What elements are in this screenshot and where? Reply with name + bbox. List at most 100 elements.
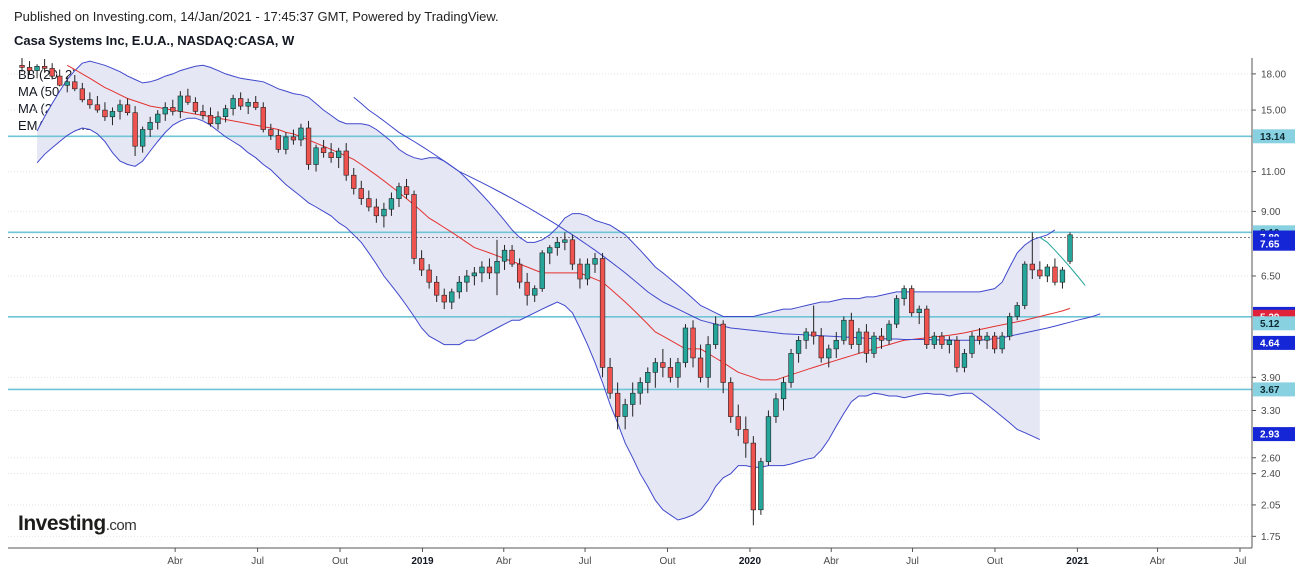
candle-59: [464, 269, 470, 292]
candle-96: [743, 416, 749, 458]
candle-body-109: [841, 319, 847, 341]
candle-body-41: [328, 152, 334, 158]
candle-12: [109, 107, 116, 126]
candle-139: [1067, 232, 1073, 265]
candle-58: [456, 275, 462, 299]
candle-body-85: [660, 362, 666, 368]
y-tick-label-13: 3.90: [1261, 373, 1281, 384]
axes: [8, 58, 1253, 549]
candle-123: [946, 336, 952, 354]
candle-body-27: [222, 108, 229, 117]
candle-body-44: [351, 174, 357, 189]
candle-body-124: [954, 339, 960, 368]
candle-116: [893, 295, 900, 329]
candle-20: [170, 99, 176, 116]
candle-body-65: [509, 249, 515, 265]
candle-body-68: [532, 288, 538, 296]
candle-80: [622, 398, 628, 430]
candle-body-125: [961, 353, 968, 368]
candle-body-3: [41, 66, 48, 69]
candle-body-66: [516, 263, 523, 283]
candle-body-61: [479, 266, 485, 274]
candle-33: [268, 123, 274, 140]
candle-7: [72, 74, 78, 92]
candle-body-23: [192, 102, 199, 112]
price-badge-6: 5.12: [1253, 316, 1295, 331]
candle-body-123: [946, 339, 952, 345]
candle-50: [396, 182, 402, 208]
series-line-2: [66, 64, 1071, 381]
candle-body-138: [1059, 269, 1066, 283]
candle-65: [509, 244, 515, 268]
price-badges: 13.148.107.897.655.375.295.124.643.672.9…: [1253, 129, 1295, 442]
candle-body-22: [185, 95, 191, 103]
candle-body-88: [682, 327, 689, 363]
candle-body-12: [109, 111, 116, 118]
price-badge-label-3: 7.65: [1260, 239, 1280, 250]
candle-128: [984, 332, 990, 349]
candle-body-18: [155, 113, 161, 123]
candle-body-36: [290, 136, 297, 141]
candle-body-84: [652, 362, 658, 373]
candle-135: [1037, 261, 1043, 280]
x-tick-label-2: Out: [332, 556, 348, 567]
candle-body-11: [102, 109, 108, 118]
candle-17: [147, 116, 153, 137]
candle-90: [697, 344, 704, 383]
candle-24: [200, 104, 206, 120]
candle-71: [554, 237, 560, 256]
candle-127: [976, 328, 983, 345]
candle-body-16: [140, 129, 146, 147]
candle-23: [192, 97, 199, 115]
candle-body-86: [667, 367, 674, 378]
candle-body-60: [471, 272, 477, 277]
candle-body-28: [230, 98, 236, 109]
candle-105: [810, 305, 817, 345]
price-badge-bg-8: [1253, 382, 1295, 397]
candle-55: [433, 275, 440, 303]
x-tick-label-13: Jul: [1234, 556, 1247, 567]
x-tick-label-12: Abr: [1150, 556, 1166, 567]
candle-body-56: [441, 294, 447, 303]
candle-49: [388, 192, 395, 216]
series-line-4: [1039, 236, 1086, 286]
logo-suffix: .com: [105, 517, 137, 534]
chart-title: Casa Systems Inc, E.U.A., NASDAQ:CASA, W: [14, 33, 295, 48]
candle-136: [1044, 264, 1050, 283]
candle-129: [991, 332, 998, 354]
candle-body-58: [456, 281, 462, 293]
candle-body-50: [396, 186, 402, 199]
candle-body-55: [433, 281, 440, 296]
candle-78: [607, 357, 613, 399]
candle-body-127: [976, 335, 983, 341]
price-badge-7: 4.64: [1253, 335, 1295, 350]
candle-body-96: [743, 429, 749, 444]
candle-0: [19, 58, 25, 72]
candle-57: [449, 288, 455, 310]
candle-body-101: [780, 382, 787, 400]
price-badge-0: 13.14: [1253, 129, 1295, 144]
candle-body-77: [599, 258, 606, 368]
candle-67: [524, 272, 530, 306]
candle-66: [516, 258, 523, 289]
candle-99: [765, 410, 772, 466]
candle-124: [954, 336, 960, 373]
candle-93: [720, 320, 726, 394]
candle-body-137: [1052, 266, 1058, 283]
candle-body-51: [403, 186, 410, 195]
candle-body-25: [207, 115, 214, 125]
candle-52: [411, 190, 417, 265]
candle-body-129: [991, 335, 998, 350]
x-tick-label-8: Abr: [823, 556, 839, 567]
candle-body-93: [720, 323, 726, 383]
candle-115: [886, 320, 892, 345]
candle-body-70: [547, 247, 553, 254]
candle-body-8: [79, 88, 85, 101]
candle-body-82: [637, 382, 643, 394]
y-axis-ticks: 18.00 15.00 11.00 9.00 6.50 3.90 3.30 2.60 2.40 2…: [1252, 69, 1286, 543]
candle-98: [758, 457, 764, 515]
candle-25: [207, 107, 214, 127]
candle-1: [26, 61, 33, 75]
candle-body-54: [426, 269, 432, 283]
